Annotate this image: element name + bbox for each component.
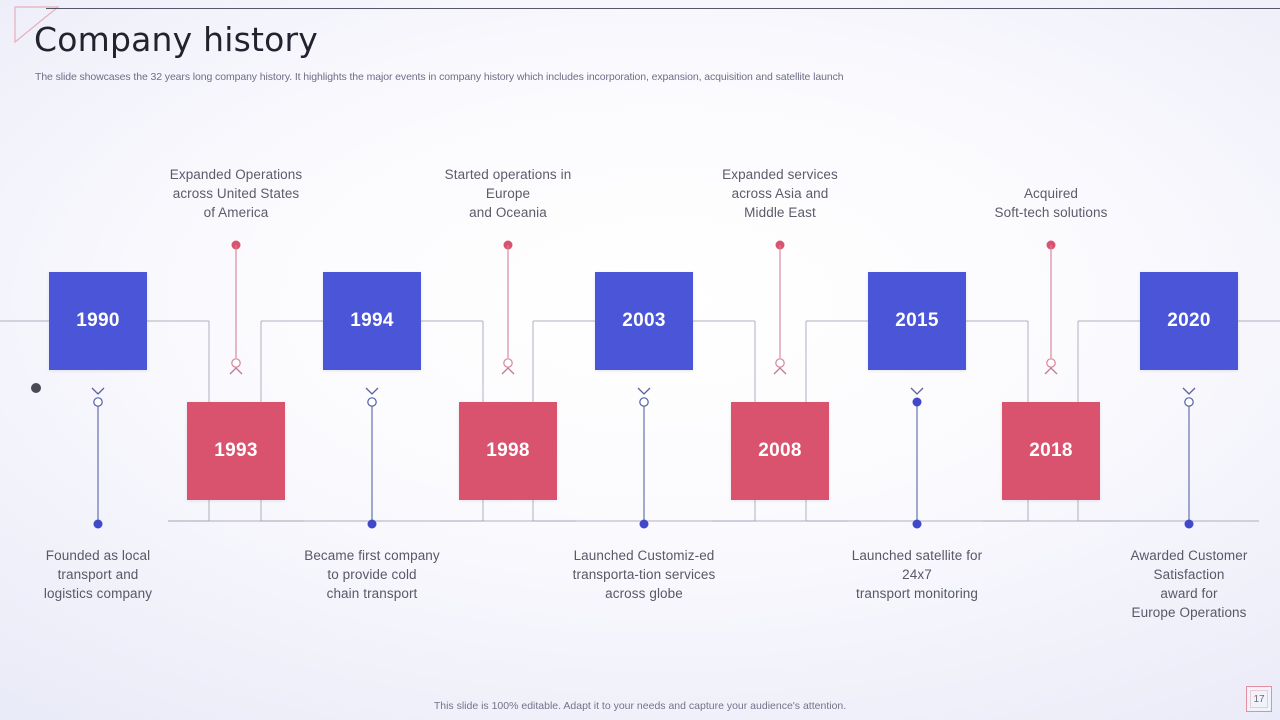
caption-line: Founded as local [45,548,151,563]
caption-line: of America [203,205,269,220]
caption-line: to provide cold [327,567,417,582]
caption-line: Satisfaction [1153,567,1225,582]
caption-line: Expanded Operations [169,167,303,182]
page-title: Company history [34,20,318,59]
caption-line: transport and [57,567,139,582]
caption-line: Launched satellite for [851,548,983,563]
caption-line: logistics company [43,586,153,601]
caption-line: and Oceania [469,205,547,220]
caption-line: Europe [485,186,531,201]
page-number-badge: 17 [1246,686,1272,712]
page-number-value: 17 [1250,690,1268,708]
milestone-caption-2015: Launched satellite for 24x7 transport moni… [817,546,1017,603]
caption-line: chain transport [326,586,418,601]
milestone-caption-1998: Started operations in Europe and Oceania [408,165,608,222]
milestone-box-2003[interactable]: 2003 [595,272,693,370]
caption-line: Acquired [1023,186,1079,201]
milestone-box-1994[interactable]: 1994 [323,272,421,370]
caption-line: Middle East [744,205,816,220]
milestone-caption-2020: Awarded Customer Satisfaction award for Eur… [1089,546,1280,622]
caption-line: award for [1160,586,1218,601]
header-rule [46,8,1280,9]
caption-line: across globe [605,586,683,601]
corner-triangle-icon [14,6,60,44]
caption-line: across United States [172,186,300,201]
caption-line: Europe Operations [1131,605,1247,620]
caption-line: transporta-tion services [572,567,716,582]
caption-line: Soft-tech solutions [994,205,1108,220]
milestone-caption-2018: Acquired Soft-tech solutions [951,184,1151,222]
footer-note: This slide is 100% editable. Adapt it to… [433,700,847,712]
caption-line: across Asia and [731,186,829,201]
caption-line: Awarded Customer [1130,548,1248,563]
caption-line: 24x7 [902,567,932,582]
page-subtitle: The slide showcases the 32 years long co… [35,71,844,83]
milestone-box-2018[interactable]: 2018 [1002,402,1100,500]
caption-line: Launched Customiz-ed [573,548,715,563]
milestone-box-2008[interactable]: 2008 [731,402,829,500]
milestone-caption-1990: Founded as local transport and logistics c… [0,546,198,603]
caption-line: Expanded services [722,167,838,182]
caption-line: Started operations in [444,167,572,182]
milestone-box-2015[interactable]: 2015 [868,272,966,370]
milestone-box-1990[interactable]: 1990 [49,272,147,370]
caption-line: transport monitoring [855,586,979,601]
milestone-caption-1994: Became first company to provide cold chain… [272,546,472,603]
milestone-box-1993[interactable]: 1993 [187,402,285,500]
milestone-caption-2003: Launched Customiz-ed transporta-tion serv… [544,546,744,603]
caption-line: Became first company [304,548,440,563]
milestone-caption-2008: Expanded services across Asia and Middle E… [680,165,880,222]
milestone-caption-1993: Expanded Operations across United States o… [136,165,336,222]
milestone-box-1998[interactable]: 1998 [459,402,557,500]
milestone-box-2020[interactable]: 2020 [1140,272,1238,370]
